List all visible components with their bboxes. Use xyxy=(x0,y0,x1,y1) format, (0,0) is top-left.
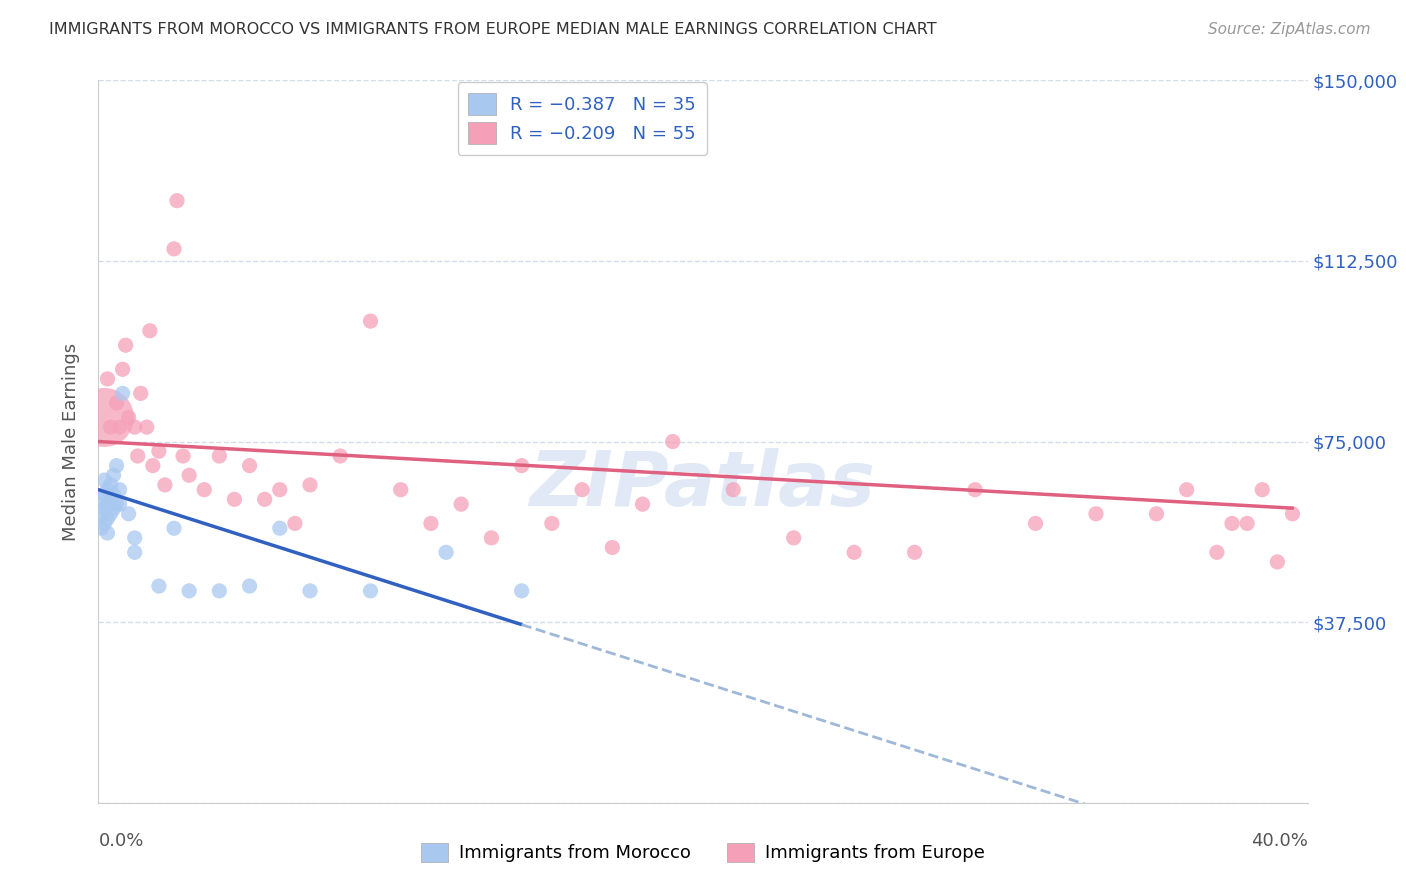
Point xyxy=(253,492,276,507)
Point xyxy=(148,444,170,458)
Point xyxy=(103,487,125,501)
Point xyxy=(1024,516,1046,531)
Y-axis label: Median Male Earnings: Median Male Earnings xyxy=(62,343,80,541)
Point xyxy=(100,478,122,492)
Point xyxy=(100,420,122,434)
Point xyxy=(360,583,382,598)
Point xyxy=(124,420,146,434)
Point xyxy=(965,483,987,497)
Point xyxy=(389,483,412,497)
Point xyxy=(631,497,654,511)
Point xyxy=(103,502,125,516)
Point xyxy=(93,502,115,516)
Point xyxy=(844,545,866,559)
Point xyxy=(602,541,624,555)
Point xyxy=(129,386,152,401)
Point xyxy=(93,516,115,531)
Point xyxy=(1085,507,1108,521)
Point xyxy=(90,507,112,521)
Point xyxy=(1236,516,1258,531)
Point xyxy=(269,483,291,497)
Point xyxy=(510,458,533,473)
Point xyxy=(540,516,562,531)
Text: IMMIGRANTS FROM MOROCCO VS IMMIGRANTS FROM EUROPE MEDIAN MALE EARNINGS CORRELATI: IMMIGRANTS FROM MOROCCO VS IMMIGRANTS FR… xyxy=(49,22,936,37)
Point xyxy=(111,362,134,376)
Point xyxy=(105,497,128,511)
Point xyxy=(179,468,201,483)
Text: 0.0%: 0.0% xyxy=(98,831,143,850)
Point xyxy=(172,449,194,463)
Point xyxy=(139,324,162,338)
Point xyxy=(96,372,118,386)
Point xyxy=(142,458,165,473)
Point xyxy=(239,458,262,473)
Point xyxy=(153,478,176,492)
Point xyxy=(723,483,745,497)
Point xyxy=(193,483,215,497)
Point xyxy=(239,579,262,593)
Point xyxy=(299,478,322,492)
Point xyxy=(105,458,128,473)
Point xyxy=(284,516,307,531)
Point xyxy=(571,483,593,497)
Point xyxy=(124,531,146,545)
Point xyxy=(135,420,157,434)
Point xyxy=(163,521,186,535)
Point xyxy=(166,194,188,208)
Point xyxy=(90,521,112,535)
Point xyxy=(100,507,122,521)
Point xyxy=(1175,483,1198,497)
Point xyxy=(208,583,231,598)
Point xyxy=(661,434,683,449)
Point xyxy=(124,545,146,559)
Point xyxy=(269,521,291,535)
Point xyxy=(114,338,136,352)
Point xyxy=(1220,516,1243,531)
Point xyxy=(329,449,352,463)
Point xyxy=(111,386,134,401)
Point xyxy=(148,579,170,593)
Point xyxy=(299,583,322,598)
Point xyxy=(1206,545,1229,559)
Point xyxy=(1281,507,1303,521)
Point xyxy=(96,526,118,541)
Point xyxy=(93,410,115,425)
Point xyxy=(96,511,118,525)
Point xyxy=(118,507,141,521)
Point xyxy=(93,473,115,487)
Point xyxy=(108,497,131,511)
Text: Source: ZipAtlas.com: Source: ZipAtlas.com xyxy=(1208,22,1371,37)
Point xyxy=(163,242,186,256)
Point xyxy=(90,492,112,507)
Point xyxy=(93,487,115,501)
Point xyxy=(783,531,806,545)
Point xyxy=(96,497,118,511)
Legend: Immigrants from Morocco, Immigrants from Europe: Immigrants from Morocco, Immigrants from… xyxy=(413,836,993,870)
Point xyxy=(420,516,443,531)
Point xyxy=(450,497,472,511)
Legend: R = −0.387   N = 35, R = −0.209   N = 55: R = −0.387 N = 35, R = −0.209 N = 55 xyxy=(457,82,707,155)
Point xyxy=(108,483,131,497)
Point xyxy=(434,545,457,559)
Point xyxy=(127,449,149,463)
Text: 40.0%: 40.0% xyxy=(1251,831,1308,850)
Point xyxy=(100,492,122,507)
Point xyxy=(481,531,503,545)
Point xyxy=(96,483,118,497)
Point xyxy=(208,449,231,463)
Text: ZIPatlas: ZIPatlas xyxy=(530,448,876,522)
Point xyxy=(118,410,141,425)
Point xyxy=(1267,555,1289,569)
Point xyxy=(360,314,382,328)
Point xyxy=(108,420,131,434)
Point xyxy=(105,396,128,410)
Point xyxy=(1251,483,1274,497)
Point xyxy=(510,583,533,598)
Point xyxy=(1144,507,1167,521)
Point xyxy=(224,492,246,507)
Point xyxy=(179,583,201,598)
Point xyxy=(103,468,125,483)
Point xyxy=(904,545,927,559)
